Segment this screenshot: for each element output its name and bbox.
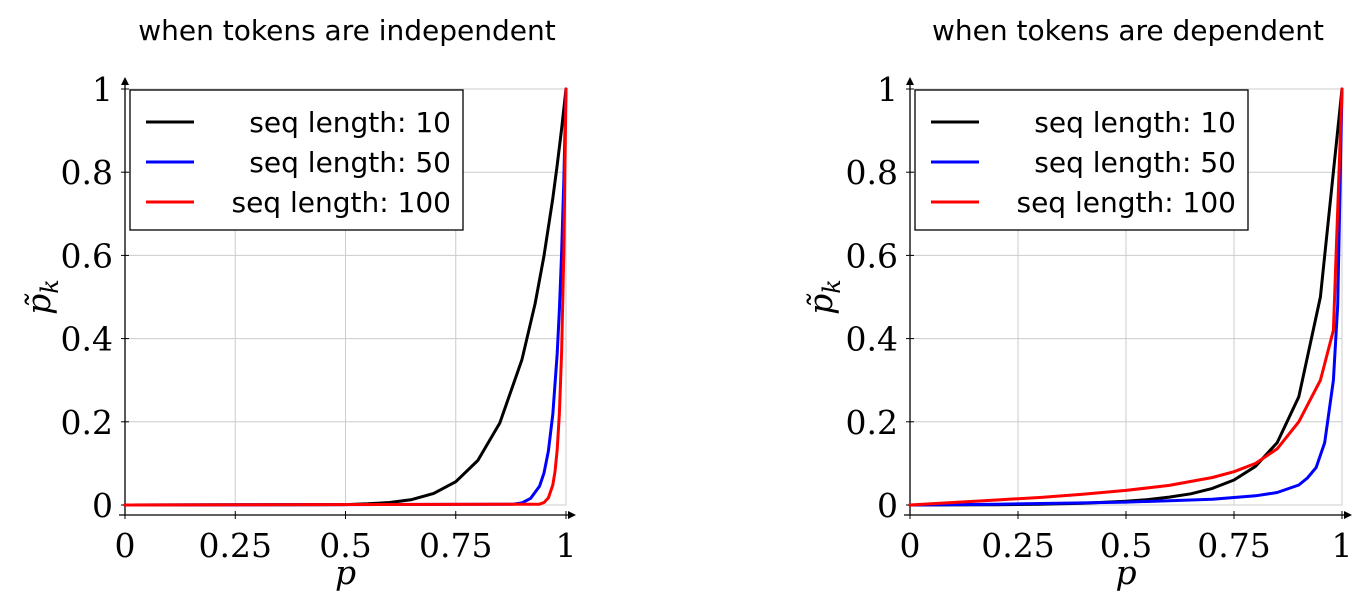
legend-label: seq length: 10 [1034,106,1236,139]
x-tick-label: 0.5 [319,526,371,565]
y-axis-label-subscript: k [818,279,846,294]
series-line-3 [123,87,568,507]
legend-box [129,89,464,231]
x-tick-label: 0.75 [419,526,492,565]
y-tick-label: 0.4 [61,320,113,359]
x-axis-arrow-icon [1344,511,1352,519]
y-tick-label: 1 [92,70,113,109]
y-axis-label: p̃k [801,279,846,315]
chart-title: when tokens are dependent [932,14,1324,47]
y-tick-label: 0.6 [846,236,898,275]
series-line-2 [908,87,1344,507]
x-tick-label: 0.5 [1100,526,1152,565]
y-tick-label: 0 [877,486,898,525]
x-tick-label: 1 [556,526,577,565]
legend-label: seq length: 50 [249,146,451,179]
legend-label: seq length: 50 [1034,146,1236,179]
y-tick-label: 0.4 [846,320,898,359]
x-tick-label: 0 [115,526,136,565]
chart-title: when tokens are independent [138,14,556,47]
x-axis-label: p [1115,553,1136,592]
y-tick-label: 1 [877,70,898,109]
x-axis-arrow-icon [568,511,576,519]
x-tick-label: 0.25 [981,526,1054,565]
legend-box [914,89,1249,231]
chart-panel-1: when tokens are independent 0 0.25 0.5 0.75 1… [19,14,577,592]
y-tick-label: 0.8 [846,153,898,192]
y-axis-label-subscript: k [36,279,64,294]
legend-label: seq length: 100 [1016,186,1236,219]
y-tick-label: 0.6 [61,236,113,275]
x-tick-label: 0.75 [1197,526,1270,565]
y-axis-arrow-icon [121,77,129,85]
chart-panel-2: when tokens are dependent 0 0.25 0.5 0.75 1 0 0… [801,14,1353,592]
y-axis-arrow-icon [906,77,914,85]
y-axis-label-main: p̃ [801,293,840,315]
x-axis-label: p [335,553,356,592]
y-axis-label-main: p̃ [19,293,58,315]
y-tick-label: 0.2 [846,403,898,442]
x-tick-label: 0 [900,526,921,565]
y-tick-label: 0.8 [61,153,113,192]
y-axis-label: p̃k [19,279,64,315]
legend-label: seq length: 10 [249,106,451,139]
series-line-3 [908,87,1344,507]
x-tick-label: 0.25 [199,526,272,565]
legend-label: seq length: 100 [231,186,451,219]
x-tick-label: 1 [1332,526,1353,565]
y-tick-label: 0 [92,486,113,525]
y-tick-label: 0.2 [61,403,113,442]
